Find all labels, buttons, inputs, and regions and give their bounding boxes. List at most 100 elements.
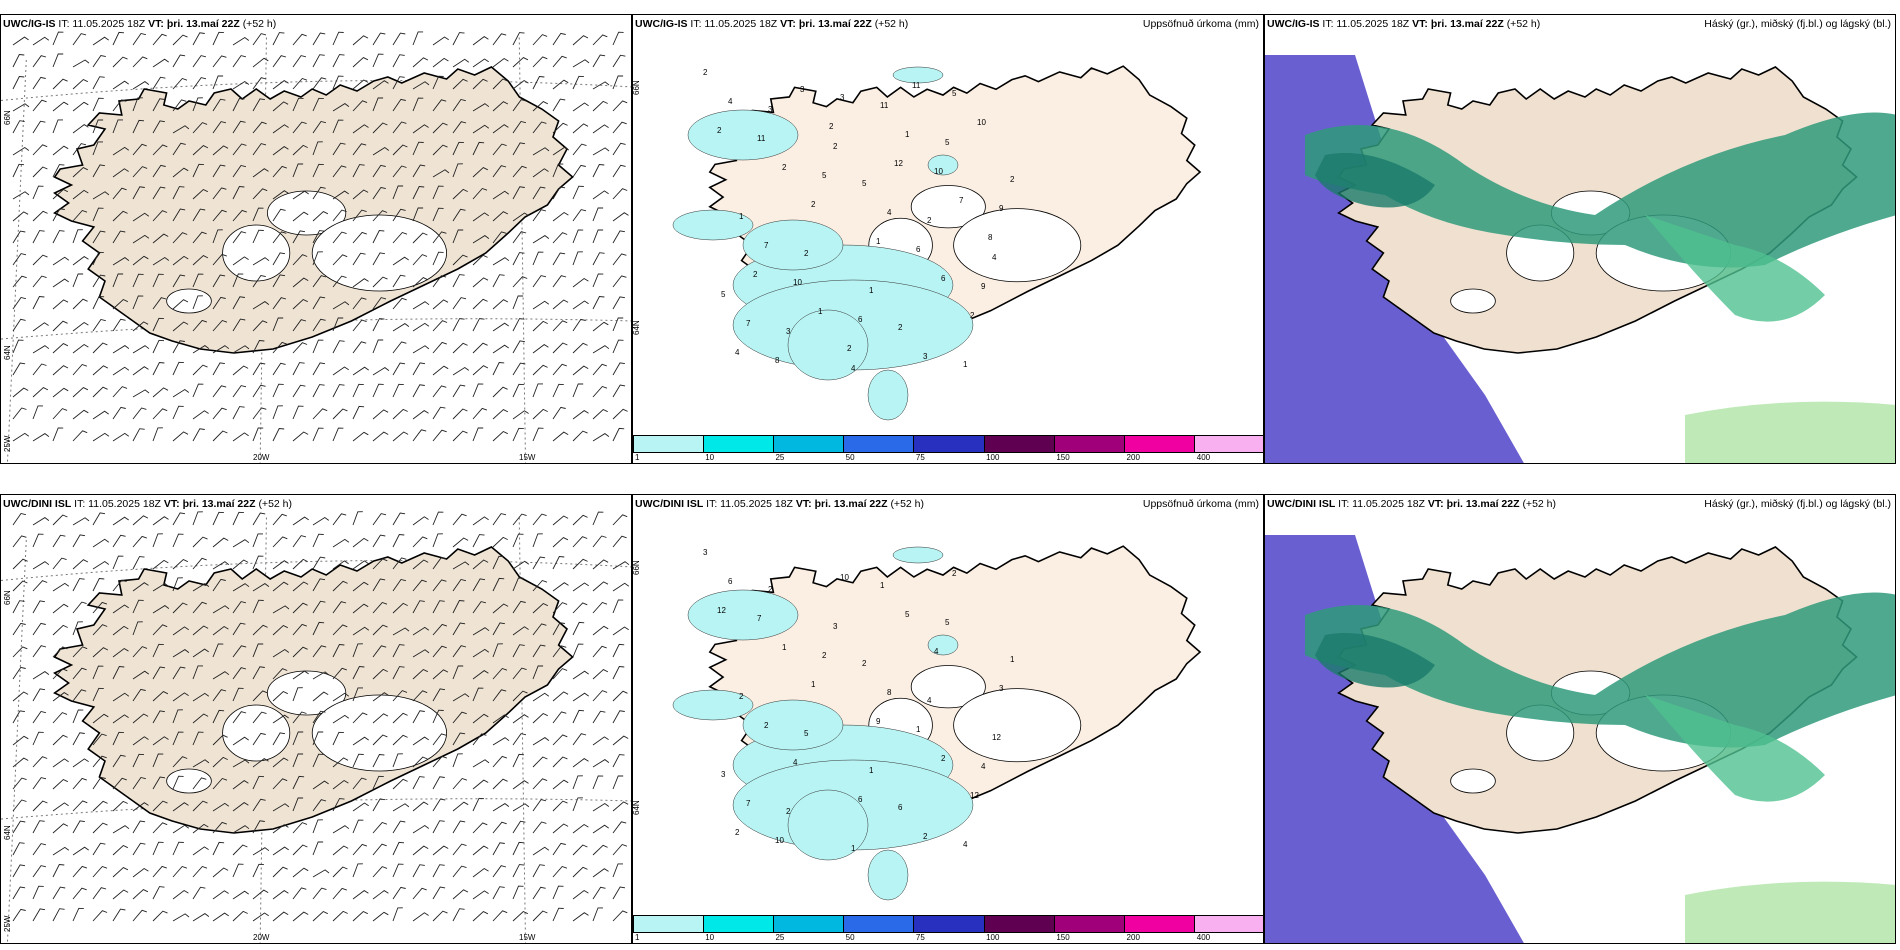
wind-barb <box>432 299 449 310</box>
wind-barb <box>112 99 127 112</box>
wind-barb <box>232 209 247 222</box>
wind-barb <box>152 800 168 812</box>
wind-barb <box>52 646 68 658</box>
wind-barb <box>12 432 30 442</box>
lat-label-bottom: 64N <box>632 800 641 815</box>
wind-barb <box>252 188 268 200</box>
wind-barb <box>492 689 507 702</box>
wind-barb <box>452 208 466 222</box>
wind-barb <box>152 76 166 90</box>
wind-barb <box>512 79 529 90</box>
wind-barb <box>492 409 509 420</box>
precip-value: 2 <box>782 163 787 172</box>
wind-barb <box>72 229 83 244</box>
wind-barb <box>132 842 146 856</box>
wind-barb <box>492 33 507 46</box>
wind-barb <box>292 822 308 834</box>
wind-barb <box>172 865 188 878</box>
wind-barb <box>412 277 428 288</box>
wind-barb <box>172 709 183 724</box>
wind-barb <box>392 734 408 746</box>
wind-barb <box>512 57 529 68</box>
wind-barb <box>272 605 290 614</box>
wind-barb <box>392 54 405 68</box>
precip-value: 5 <box>721 290 726 299</box>
precip-value: 2 <box>703 68 708 77</box>
wind-barb <box>352 252 366 266</box>
wind-barb <box>72 409 89 420</box>
wind-barb <box>212 777 228 790</box>
precip-blob <box>892 546 944 564</box>
wind-barb <box>72 33 87 46</box>
wind-barb <box>332 103 350 112</box>
glacier <box>223 705 290 761</box>
wind-barb <box>292 342 308 354</box>
wind-barb <box>232 256 249 266</box>
wind-barb <box>52 299 69 310</box>
wind-barb <box>332 798 345 812</box>
wind-barb <box>72 667 87 680</box>
wind-barb <box>392 753 403 768</box>
wind-barb <box>192 823 209 834</box>
precip-value: 10 <box>840 573 849 582</box>
wind-barb <box>152 910 168 922</box>
glacier <box>1451 289 1496 313</box>
wind-barb <box>292 844 308 856</box>
wind-barb <box>172 913 190 922</box>
precip-value: 2 <box>1010 175 1015 184</box>
wind-barb <box>132 670 150 680</box>
wind-barb <box>12 103 30 112</box>
lat-label-bottom: 64N <box>3 825 12 840</box>
wind-barb <box>312 799 327 812</box>
wind-barb <box>252 301 270 310</box>
wind-barb <box>212 841 225 856</box>
wind-barb <box>252 320 268 332</box>
precip-value: 4 <box>934 647 939 656</box>
wind-barb <box>412 801 429 812</box>
wind-barb <box>392 907 403 922</box>
wind-barb <box>372 318 385 332</box>
lon-label-mid: 20W <box>253 453 270 462</box>
wind-barb <box>32 36 50 46</box>
wind-barb <box>472 277 489 288</box>
wind-barb <box>292 670 309 680</box>
model-name: UWC/DINI ISL <box>3 498 72 510</box>
precip-value: 6 <box>916 245 921 254</box>
wind-barb <box>192 557 207 570</box>
wind-barb <box>452 711 467 724</box>
precip-area <box>672 66 974 421</box>
wind-barb <box>312 186 326 200</box>
wind-barb <box>332 254 348 266</box>
wind-barb <box>612 164 626 178</box>
wind-barb <box>592 844 608 856</box>
wind-barb <box>352 319 367 332</box>
wind-barb <box>492 78 508 90</box>
wind-barb <box>112 800 128 812</box>
wind-barb <box>152 559 169 570</box>
wind-barb <box>212 75 224 90</box>
precip-value: 1 <box>869 766 874 775</box>
wind-barb <box>312 163 324 178</box>
wind-barb <box>132 820 146 834</box>
wind-barb <box>72 732 85 746</box>
wind-barb <box>352 100 368 112</box>
wind-barb <box>172 208 186 222</box>
wind-barb <box>112 692 130 702</box>
wind-barb <box>72 363 88 376</box>
wind-barb <box>432 733 447 746</box>
wind-barb <box>332 757 349 768</box>
wind-barb <box>72 646 88 658</box>
wind-barb <box>432 669 449 680</box>
wind-barb <box>572 300 589 310</box>
wind-barb <box>252 555 264 570</box>
wind-barb <box>212 511 224 526</box>
wind-barb <box>152 624 168 636</box>
wind-barb <box>292 254 308 266</box>
cloud-panel-0: UWC/IG-IS IT: 11.05.2025 18Z VT: þri. 13… <box>1264 14 1896 464</box>
wind-barb <box>152 736 169 746</box>
wind-barb <box>532 737 550 746</box>
precip-value: 7 <box>746 319 751 328</box>
wind-barb <box>112 731 124 746</box>
wind-barb <box>412 887 427 900</box>
wind-barb <box>612 296 625 310</box>
